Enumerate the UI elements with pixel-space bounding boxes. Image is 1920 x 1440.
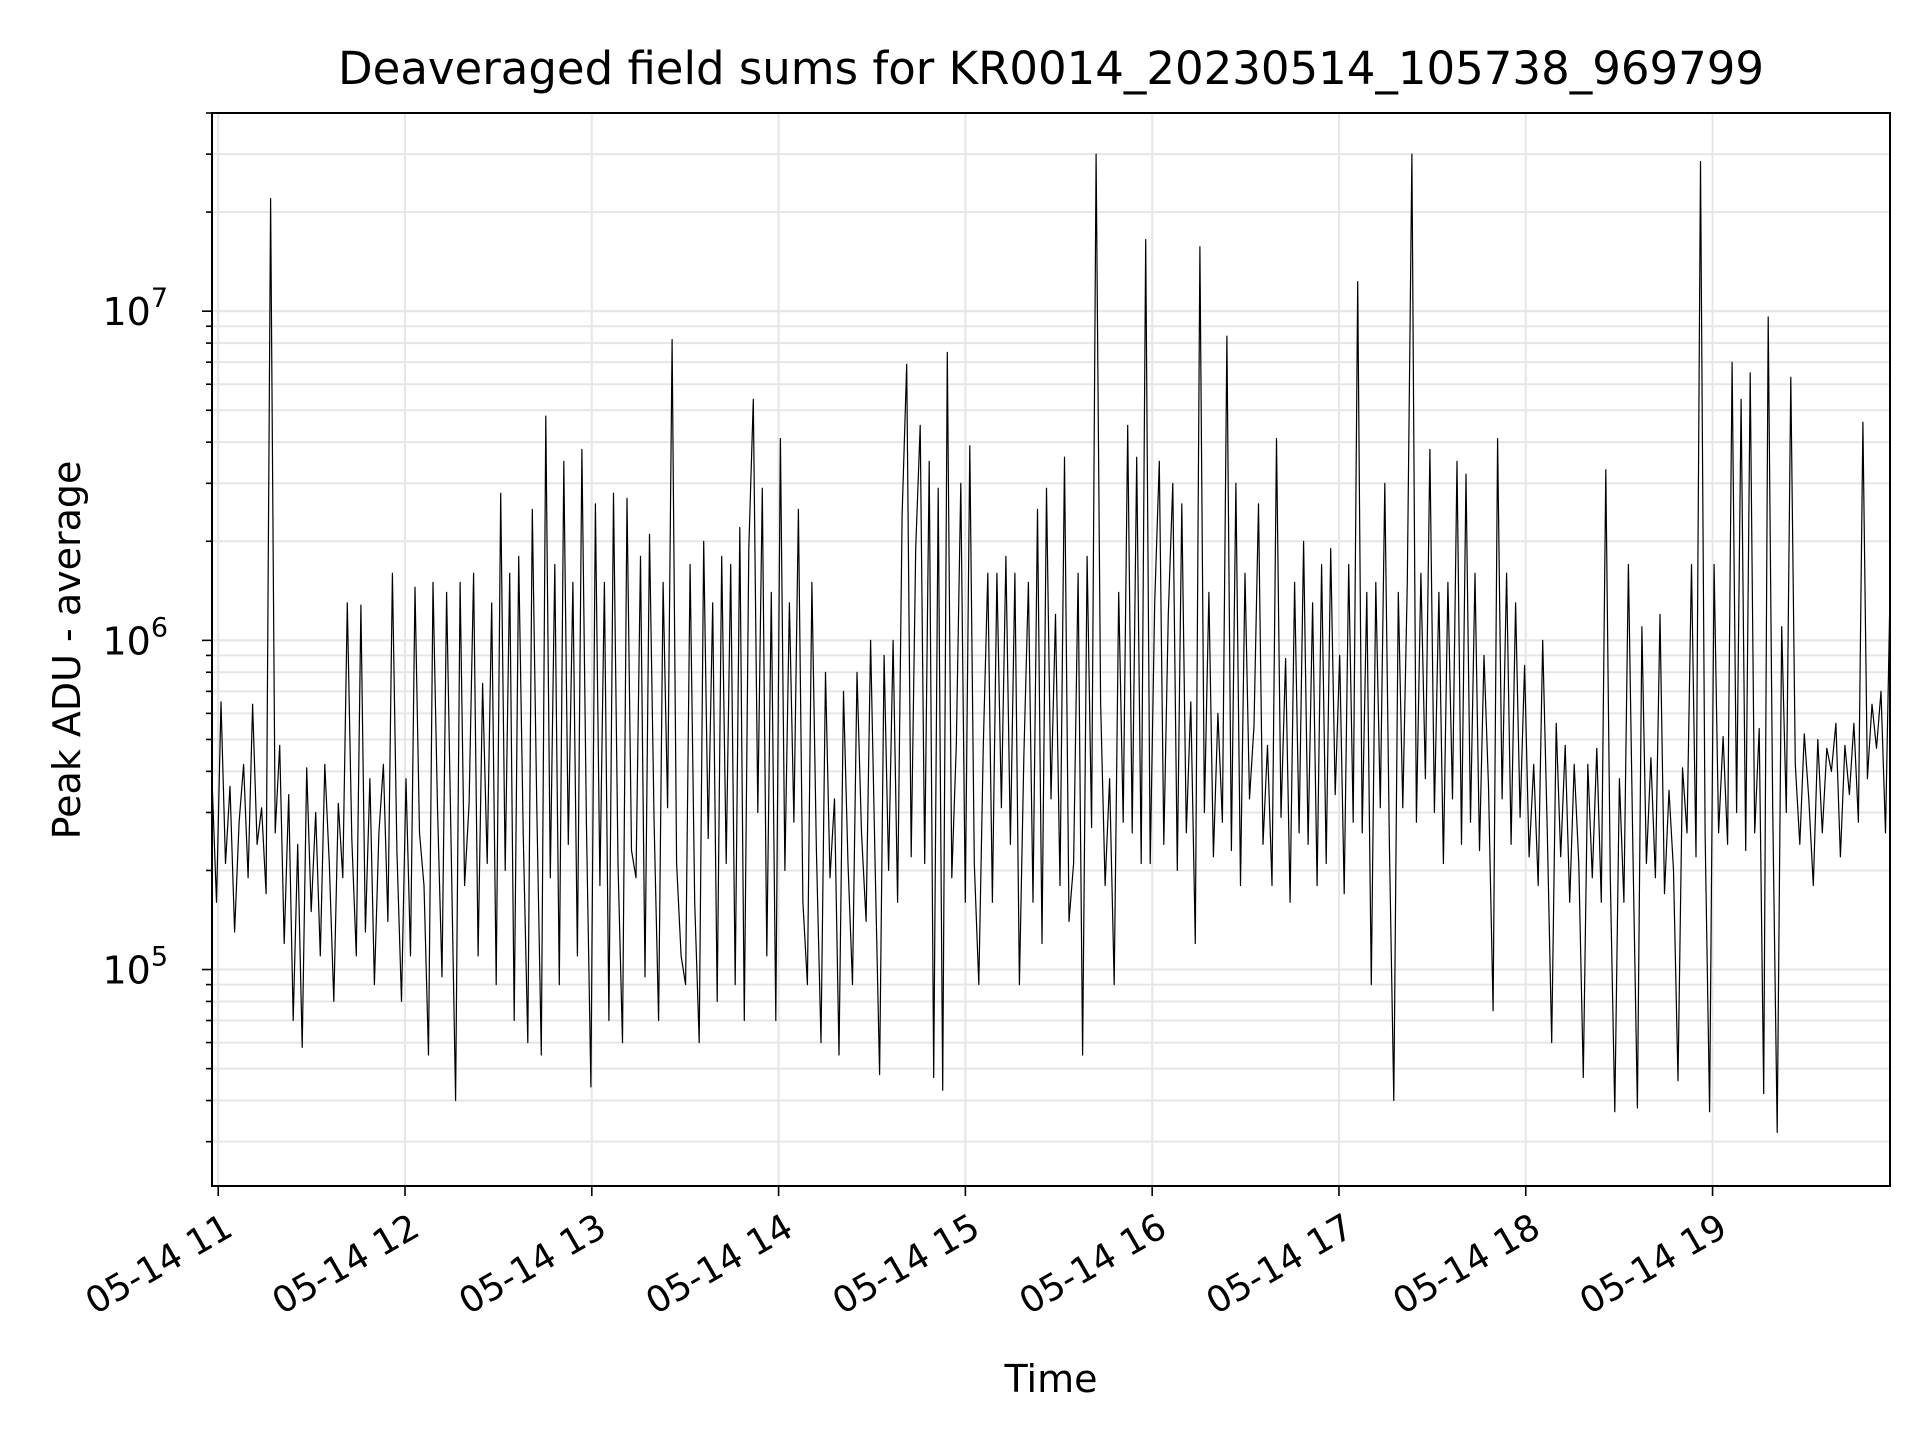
y-tick-label-exponent: 7 — [151, 283, 168, 314]
y-tick-label-exponent: 6 — [151, 612, 168, 643]
axis-ticks — [202, 112, 1714, 1196]
x-axis-label: Time — [1004, 1357, 1098, 1401]
y-tick-label: 106 — [102, 612, 168, 663]
y-tick-label-base: 10 — [102, 949, 150, 993]
plot-frame — [211, 112, 1891, 1187]
series-line — [211, 153, 1891, 1133]
y-axis-label: Peak ADU - average — [45, 461, 89, 840]
y-tick-label-base: 10 — [102, 290, 150, 334]
y-tick-label: 107 — [102, 283, 168, 334]
y-tick-label: 105 — [102, 942, 168, 993]
y-tick-label-base: 10 — [102, 619, 150, 663]
y-tick-label-exponent: 5 — [151, 942, 168, 973]
chart-title: Deaveraged field sums for KR0014_2023051… — [338, 42, 1764, 95]
